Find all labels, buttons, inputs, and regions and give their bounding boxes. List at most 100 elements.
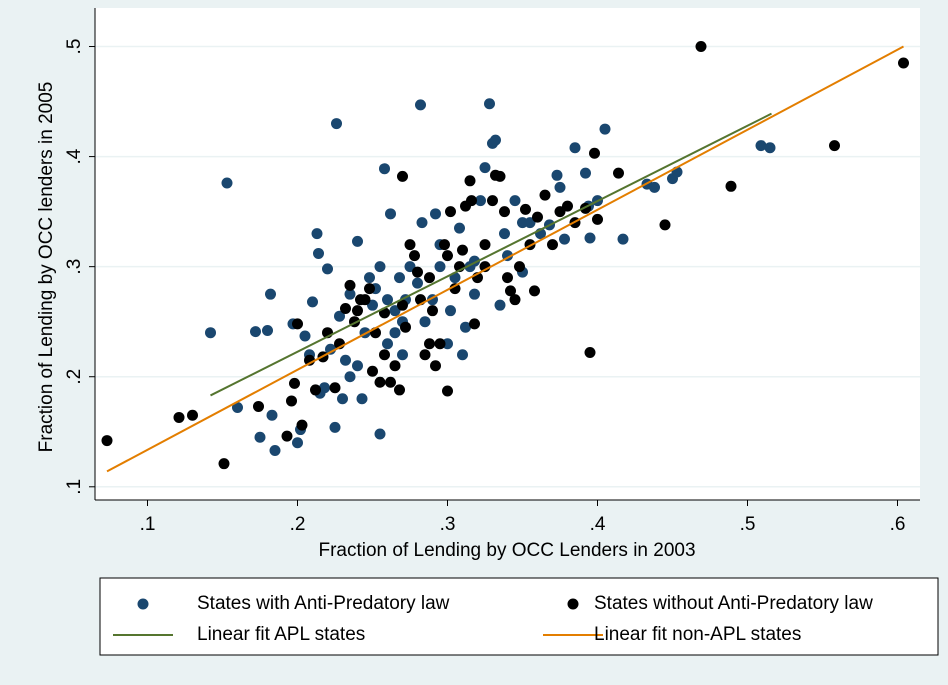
point <box>187 409 198 421</box>
point <box>445 305 456 317</box>
point <box>659 219 671 231</box>
point <box>281 430 293 442</box>
point <box>344 279 356 291</box>
point <box>539 189 551 201</box>
point <box>599 123 611 135</box>
y-tick-label: .1 <box>64 479 85 495</box>
point <box>173 411 185 423</box>
legend-label: States with Anti-Predatory law <box>197 593 450 614</box>
point <box>499 228 510 240</box>
point <box>520 203 531 215</box>
point <box>580 167 591 179</box>
legend-marker <box>137 598 149 610</box>
point <box>430 208 441 220</box>
point <box>484 98 495 110</box>
point <box>457 349 468 361</box>
point <box>442 385 453 397</box>
point <box>337 393 348 405</box>
point <box>554 181 566 193</box>
point <box>494 170 506 182</box>
fit-line <box>106 45 904 473</box>
point <box>617 233 629 245</box>
point <box>221 177 233 189</box>
point <box>329 382 341 394</box>
point <box>374 261 386 273</box>
point <box>475 195 486 207</box>
point <box>379 163 390 175</box>
point <box>427 305 438 317</box>
point <box>311 228 323 240</box>
x-tick-label: .4 <box>590 514 606 535</box>
point <box>232 402 243 414</box>
point <box>382 338 393 350</box>
point <box>397 299 408 311</box>
x-tick-label: .6 <box>890 514 906 535</box>
point <box>479 162 491 174</box>
legend-box <box>99 577 939 656</box>
legend-label: Linear fit APL states <box>197 624 365 645</box>
point <box>352 235 363 247</box>
point <box>296 419 308 431</box>
point <box>389 327 401 339</box>
x-tick-label: .5 <box>740 514 756 535</box>
point <box>329 421 341 433</box>
point <box>532 211 543 223</box>
point <box>319 382 330 394</box>
point <box>442 250 453 262</box>
point <box>352 360 363 372</box>
point <box>394 384 405 396</box>
point <box>397 349 408 361</box>
point <box>364 272 375 284</box>
point <box>409 250 420 262</box>
point <box>419 316 431 328</box>
point <box>445 206 456 218</box>
point <box>389 360 401 372</box>
point <box>385 208 396 220</box>
point <box>367 365 378 377</box>
point <box>434 261 446 273</box>
point <box>487 195 498 207</box>
point <box>424 272 435 284</box>
point <box>355 294 366 306</box>
y-axis-title: Fraction of Lending by OCC lenders in 20… <box>36 82 57 453</box>
point <box>589 147 600 159</box>
point <box>449 283 461 295</box>
point <box>344 371 356 383</box>
point <box>499 206 510 218</box>
point <box>412 277 423 289</box>
y-tick-label: .5 <box>64 39 85 55</box>
point <box>505 285 516 297</box>
point <box>374 428 386 440</box>
point <box>289 377 300 389</box>
point <box>374 376 386 388</box>
point <box>460 321 471 333</box>
point <box>479 239 491 251</box>
point <box>356 393 368 405</box>
point <box>559 233 570 245</box>
legend-label: States without Anti-Predatory law <box>594 593 873 614</box>
point <box>457 244 468 256</box>
point <box>400 321 411 333</box>
point <box>509 294 521 306</box>
legend-label: Linear fit non-APL states <box>594 624 801 645</box>
point <box>101 435 113 447</box>
point <box>322 263 333 275</box>
point <box>394 272 405 284</box>
point <box>695 41 707 53</box>
y-tick-label: .4 <box>64 148 85 164</box>
point <box>385 376 396 388</box>
point <box>898 57 909 69</box>
point <box>649 181 660 193</box>
point <box>379 349 390 361</box>
point <box>547 239 558 251</box>
point <box>266 409 278 421</box>
point <box>325 343 336 355</box>
x-tick-label: .1 <box>140 514 156 535</box>
point <box>469 318 480 330</box>
point <box>569 142 581 154</box>
y-tick-label: .3 <box>64 259 85 275</box>
point <box>250 326 261 338</box>
point <box>397 170 408 182</box>
point <box>292 437 303 449</box>
